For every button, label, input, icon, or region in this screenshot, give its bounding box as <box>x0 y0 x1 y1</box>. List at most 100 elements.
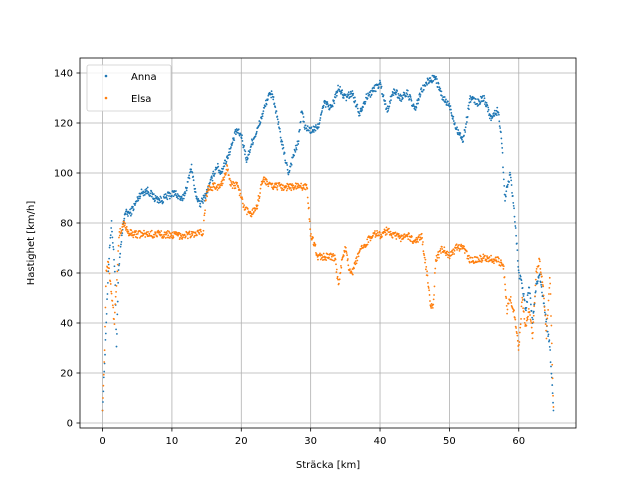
data-point <box>504 195 507 198</box>
data-point <box>202 202 204 204</box>
data-point <box>250 145 252 148</box>
data-point <box>108 246 111 249</box>
data-point <box>181 238 184 240</box>
data-point <box>550 324 553 327</box>
data-point <box>324 106 327 108</box>
data-point <box>486 110 489 113</box>
data-point <box>129 233 132 236</box>
data-point <box>427 285 430 288</box>
data-point <box>113 323 116 326</box>
data-point <box>355 257 357 260</box>
data-point <box>396 90 399 92</box>
data-point <box>550 342 553 345</box>
data-point <box>436 259 438 262</box>
data-point <box>102 384 105 387</box>
data-point <box>197 229 200 232</box>
data-point <box>418 234 421 236</box>
data-point <box>345 250 348 253</box>
y-tick-label: 120 <box>54 119 73 130</box>
data-point <box>366 238 369 241</box>
data-point <box>384 234 387 236</box>
data-point <box>449 105 452 107</box>
data-point <box>135 230 138 232</box>
data-point <box>512 202 515 204</box>
data-point <box>547 335 550 338</box>
data-point <box>480 261 483 263</box>
data-point <box>272 96 275 98</box>
data-point <box>227 168 229 171</box>
data-point <box>401 234 404 237</box>
data-point <box>204 197 207 199</box>
data-point <box>523 321 526 324</box>
y-tick-label: 100 <box>54 169 73 180</box>
data-point <box>440 90 443 93</box>
series-anna <box>101 74 555 412</box>
data-point <box>124 222 127 225</box>
data-point <box>502 171 505 174</box>
data-point <box>292 184 295 187</box>
legend-label-anna: Anna <box>131 72 157 83</box>
data-point <box>111 304 114 307</box>
data-point <box>191 232 193 235</box>
data-point <box>427 78 430 81</box>
data-point <box>150 195 153 198</box>
data-point <box>289 187 292 189</box>
data-point <box>438 256 440 259</box>
data-point <box>376 230 378 232</box>
data-point <box>115 290 117 293</box>
data-point <box>119 227 122 230</box>
data-point <box>543 311 546 314</box>
data-point <box>195 197 198 200</box>
data-point <box>111 300 114 302</box>
data-point <box>138 237 141 239</box>
data-point <box>335 94 338 97</box>
data-point <box>182 236 184 239</box>
data-point <box>209 181 211 184</box>
data-point <box>259 192 261 194</box>
legend-entry-elsa: Elsa <box>104 94 151 105</box>
data-point <box>546 314 549 317</box>
data-point <box>324 256 327 259</box>
data-point <box>257 200 260 202</box>
data-point <box>387 109 390 112</box>
data-point <box>433 272 436 274</box>
data-point <box>177 233 180 236</box>
data-point <box>503 184 506 187</box>
data-point <box>276 188 279 191</box>
data-point <box>264 105 267 108</box>
data-point <box>477 104 480 107</box>
data-point <box>513 220 516 223</box>
data-point <box>272 98 275 101</box>
data-point <box>130 229 133 232</box>
data-point <box>117 281 120 284</box>
data-point <box>426 270 428 273</box>
data-point <box>146 186 149 189</box>
data-point <box>106 298 108 301</box>
data-point <box>249 148 252 151</box>
data-point <box>384 100 387 102</box>
data-point <box>374 236 377 238</box>
data-point <box>428 294 431 296</box>
data-point <box>104 306 107 309</box>
data-point <box>276 115 279 118</box>
data-point <box>347 264 350 267</box>
data-point <box>356 259 359 262</box>
x-tick-label: 0 <box>99 436 105 447</box>
data-point <box>479 101 482 104</box>
data-point <box>273 185 275 187</box>
data-point <box>517 265 520 268</box>
data-point <box>233 132 236 134</box>
data-point <box>129 232 131 235</box>
data-point <box>225 168 228 171</box>
data-point <box>335 268 338 271</box>
data-point <box>315 251 317 254</box>
data-point <box>520 301 523 304</box>
data-point <box>283 152 286 154</box>
data-point <box>147 191 150 194</box>
data-point <box>224 159 227 162</box>
data-point <box>480 100 483 103</box>
data-point <box>356 107 359 110</box>
data-point <box>221 184 223 187</box>
data-point <box>113 270 116 273</box>
data-point <box>436 86 439 88</box>
